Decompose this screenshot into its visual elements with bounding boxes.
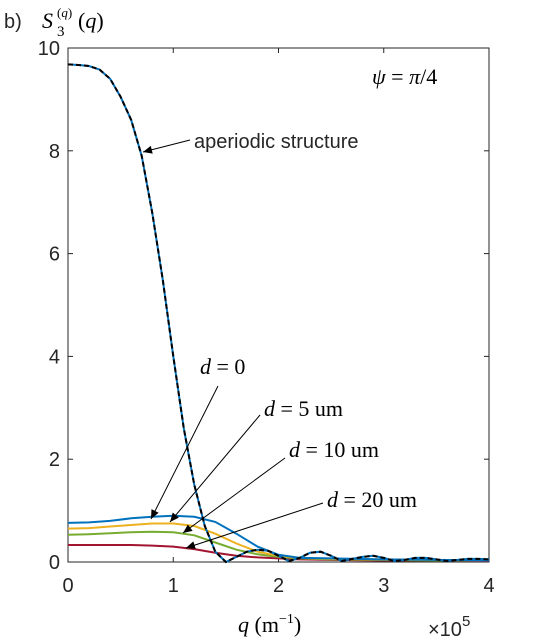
arrow-d20-head <box>186 541 196 549</box>
arrow-aperiodic-head <box>143 145 153 154</box>
axis-ticks: 0 1 2 3 4 0 2 4 6 8 10 <box>38 38 495 597</box>
arrow-d10 <box>182 457 286 534</box>
arrow-d0-head <box>151 509 159 519</box>
panel-label: b) <box>4 11 22 33</box>
y-axis-title: S 3 (q) (q) <box>42 5 104 40</box>
y-tick-label: 0 <box>49 552 60 574</box>
annotation-d20: d = 20 um <box>327 487 417 512</box>
svg-text:S: S <box>42 8 53 33</box>
annotation-aperiodic: aperiodic structure <box>194 131 359 153</box>
y-tick-label: 10 <box>38 38 60 60</box>
y-tick-label: 2 <box>49 449 60 471</box>
x-tick-label: 1 <box>168 575 179 597</box>
x-tick-label: 2 <box>273 575 284 597</box>
annotation-d0: d = 0 <box>200 354 245 379</box>
plot-frame <box>67 47 490 563</box>
arrow-d10-head <box>183 524 193 533</box>
annotation-d10: d = 10 um <box>289 437 379 462</box>
y-tick-label: 4 <box>49 346 60 368</box>
x-tick-label: 3 <box>378 575 389 597</box>
annotation-arrows <box>142 139 324 549</box>
svg-text:(q): (q) <box>78 8 104 33</box>
x-tick-label: 4 <box>483 575 494 597</box>
arrow-d0 <box>150 385 219 520</box>
svg-text:(q): (q) <box>57 5 72 20</box>
x-exponent: ×105 <box>428 613 470 641</box>
arrow-d5-head <box>170 512 179 522</box>
series-line-aperiodic <box>67 63 490 564</box>
x-axis-label: q (m−1) <box>238 612 301 637</box>
annotation-d5: d = 5 um <box>264 396 343 421</box>
x-tick-label: 0 <box>62 575 73 597</box>
arrow-d20 <box>185 502 324 549</box>
svg-text:3: 3 <box>57 24 65 40</box>
y-tick-label: 8 <box>49 141 60 163</box>
arrow-d5 <box>169 414 261 523</box>
series-lines <box>67 63 490 564</box>
y-tick-label: 6 <box>49 244 60 266</box>
psi-label: ψ = π/4 <box>372 64 437 89</box>
